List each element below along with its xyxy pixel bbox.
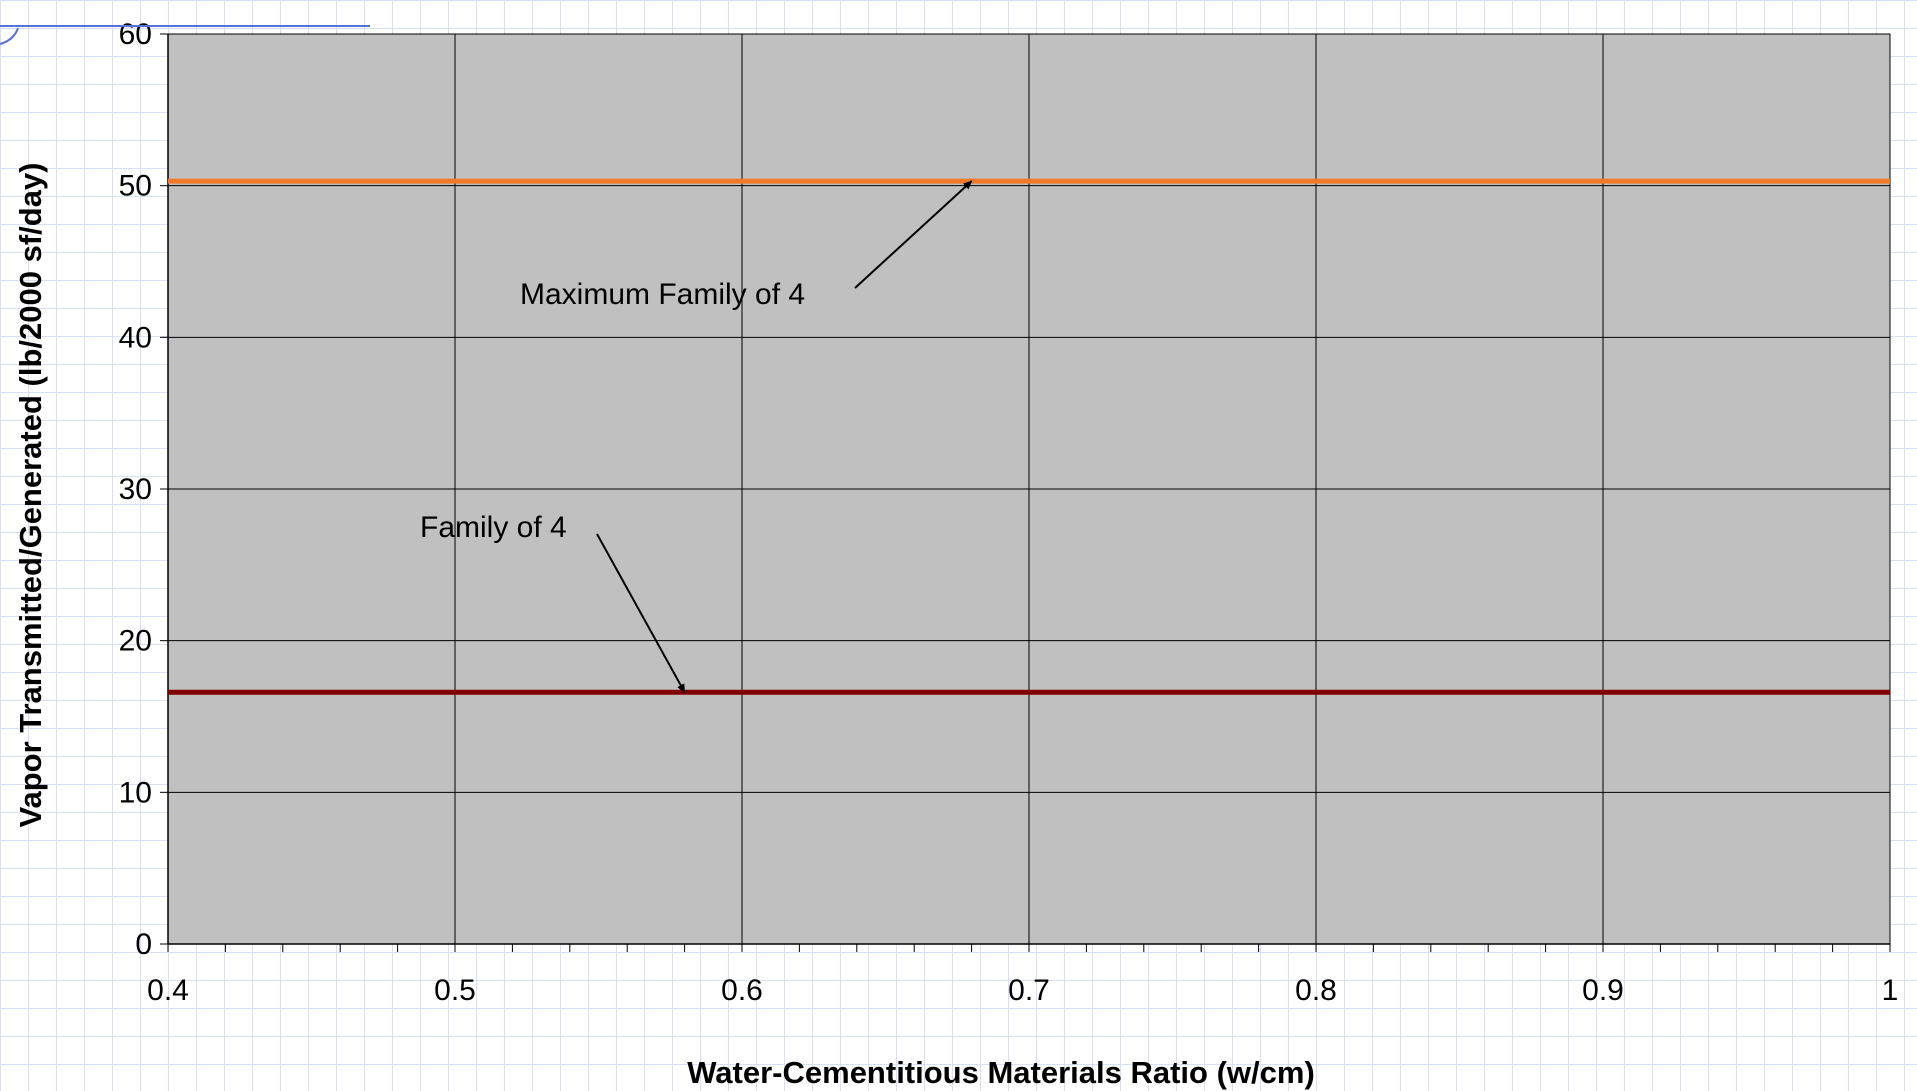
y-tick-label: 40	[119, 321, 152, 354]
annotation-label: Maximum Family of 4	[520, 278, 805, 311]
y-tick-label: 10	[119, 776, 152, 809]
annotation-arrow	[854, 180, 973, 289]
x-tick-label: 0.6	[721, 974, 763, 1007]
x-axis-title: Water-Cementitious Materials Ratio (w/cm…	[687, 1055, 1315, 1090]
x-tick-label: 0.9	[1582, 974, 1624, 1007]
y-tick-label: 60	[119, 18, 152, 51]
x-tick-label: 0.8	[1295, 974, 1337, 1007]
y-axis-title: Vapor Transmitted/Generated (lb/2000 sf/…	[13, 162, 48, 827]
x-tick-label: 0.7	[1008, 974, 1050, 1007]
slide-decor-arc	[0, 27, 19, 45]
x-tick-label: 0.5	[434, 974, 476, 1007]
x-tick-label: 0.4	[147, 974, 189, 1007]
y-tick-label: 30	[119, 473, 152, 506]
annotation-arrow	[596, 533, 686, 694]
y-tick-label: 20	[119, 625, 152, 658]
y-tick-label: 0	[135, 928, 152, 961]
y-tick-label: 50	[119, 170, 152, 203]
annotation-label: Family of 4	[420, 511, 567, 544]
x-tick-label: 1	[1882, 974, 1899, 1007]
